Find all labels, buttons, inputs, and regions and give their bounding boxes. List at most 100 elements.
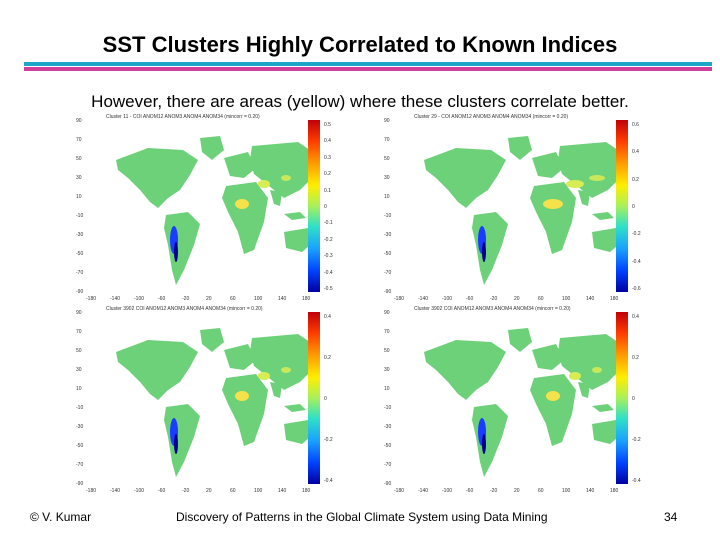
x-tick-label: 100 [562,488,571,494]
land-region [224,344,256,370]
x-tick-label: 20 [206,488,212,494]
map-panel: Cluster 29 - COI ANOM12 ANOM3 ANOM4 ANOM… [384,112,684,302]
y-tick-label: -90 [76,289,84,295]
land-region [284,228,314,252]
colorbar-tick-label: 0.3 [324,154,331,161]
land-region [270,190,282,206]
land-region [284,212,306,220]
land-region [530,374,576,446]
x-tick-label: -140 [110,296,121,302]
y-tick-label: -50 [76,443,84,449]
negative-correlation-area [174,434,178,454]
x-tick-label: 20 [514,488,520,494]
x-tick-label: 140 [586,488,595,494]
panel-title: Cluster 3902 COI ANOM12 ANOM3 ANOM4 ANOM… [414,306,571,312]
colorbar-tick-label: 0.2 [632,176,639,183]
x-tick-label: -140 [418,296,429,302]
y-tick-label: -10 [384,405,392,411]
title-rule-pink [24,67,712,71]
positive-correlation-area [281,367,291,373]
colorbar-tick-label: 0.4 [632,314,639,320]
colorbar-tick-label: -0.6 [632,286,641,292]
y-tick-label: -30 [76,232,84,238]
y-tick-label: 10 [76,386,82,392]
x-tick-label: 100 [254,296,263,302]
y-tick-label: 50 [76,348,82,354]
y-tick-label: -10 [384,213,392,219]
land-region [270,382,282,398]
x-tick-label: -100 [442,488,453,494]
colorbar-tick-label: 0 [632,204,635,210]
x-tick-label: -180 [86,296,97,302]
x-tick-label: 140 [278,488,287,494]
positive-correlation-area [258,372,270,380]
x-tick-label: -180 [86,488,97,494]
y-tick-label: 50 [384,348,390,354]
negative-correlation-area [482,242,486,262]
panel-title: Cluster 29 - COI ANOM12 ANOM3 ANOM4 ANOM… [414,114,569,120]
y-tick-label: 90 [384,118,390,124]
positive-correlation-area [546,391,560,401]
y-tick-label: 70 [384,137,390,143]
colorbar-tick-label: 0.2 [324,355,331,361]
land-region [578,382,590,398]
land-region [472,212,508,285]
y-tick-label: -30 [384,232,392,238]
y-tick-label: 70 [76,137,82,143]
title-rule-blue [24,62,712,66]
land-region [224,152,256,178]
y-tick-label: -90 [384,289,392,295]
positive-correlation-area [235,391,249,401]
land-region [164,404,200,477]
land-region [424,340,506,400]
x-tick-label: -100 [134,488,145,494]
x-tick-label: -20 [182,296,190,302]
map-panel: Cluster 3902 COI ANOM12 ANOM3 ANOM4 ANOM… [76,304,376,494]
colorbar-tick-label: -0.2 [324,236,333,243]
land-region [592,404,614,412]
y-tick-label: -50 [384,251,392,257]
x-tick-label: -180 [394,296,405,302]
land-region [116,340,198,400]
positive-correlation-area [543,199,563,209]
y-tick-label: 10 [384,386,390,392]
x-tick-label: 140 [586,296,595,302]
colorbar-tick-label: -0.4 [632,258,641,265]
y-tick-label: -70 [76,270,84,276]
land-region [200,136,224,160]
x-tick-label: -60 [158,296,166,302]
colorbar-tick-label: 0 [632,396,635,402]
colorbar [616,312,628,484]
land-region [284,404,306,412]
land-region [578,190,590,206]
x-tick-label: -100 [442,296,453,302]
colorbar-tick-label: -0.1 [324,220,333,227]
world-map [116,328,316,477]
colorbar-tick-label: -0.2 [324,437,333,443]
colorbar-tick-label: -0.2 [632,437,641,443]
y-tick-label: 30 [76,367,82,373]
x-tick-label: -20 [182,488,190,494]
colorbar-tick-label: -0.2 [632,231,641,238]
land-region [592,228,622,252]
world-map [424,136,624,285]
colorbar-tick-label: -0.4 [324,478,333,484]
colorbar-tick-label: -0.3 [324,253,333,260]
positive-correlation-area [566,180,584,188]
x-tick-label: 180 [302,296,311,302]
land-region [530,182,576,254]
land-region [222,182,268,254]
y-tick-label: -10 [76,405,84,411]
y-tick-label: 50 [76,156,82,162]
panel-title: Cluster 3902 COI ANOM12 ANOM3 ANOM4 ANOM… [106,306,263,312]
land-region [164,212,200,285]
x-tick-label: -180 [394,488,405,494]
x-tick-label: -140 [110,488,121,494]
y-tick-label: -30 [384,424,392,430]
y-tick-label: -70 [384,270,392,276]
map-panel: Cluster 3902 COI ANOM12 ANOM3 ANOM4 ANOM… [384,304,684,494]
positive-correlation-area [258,180,270,188]
land-region [532,344,564,370]
x-tick-label: 100 [562,296,571,302]
land-region [532,152,564,178]
